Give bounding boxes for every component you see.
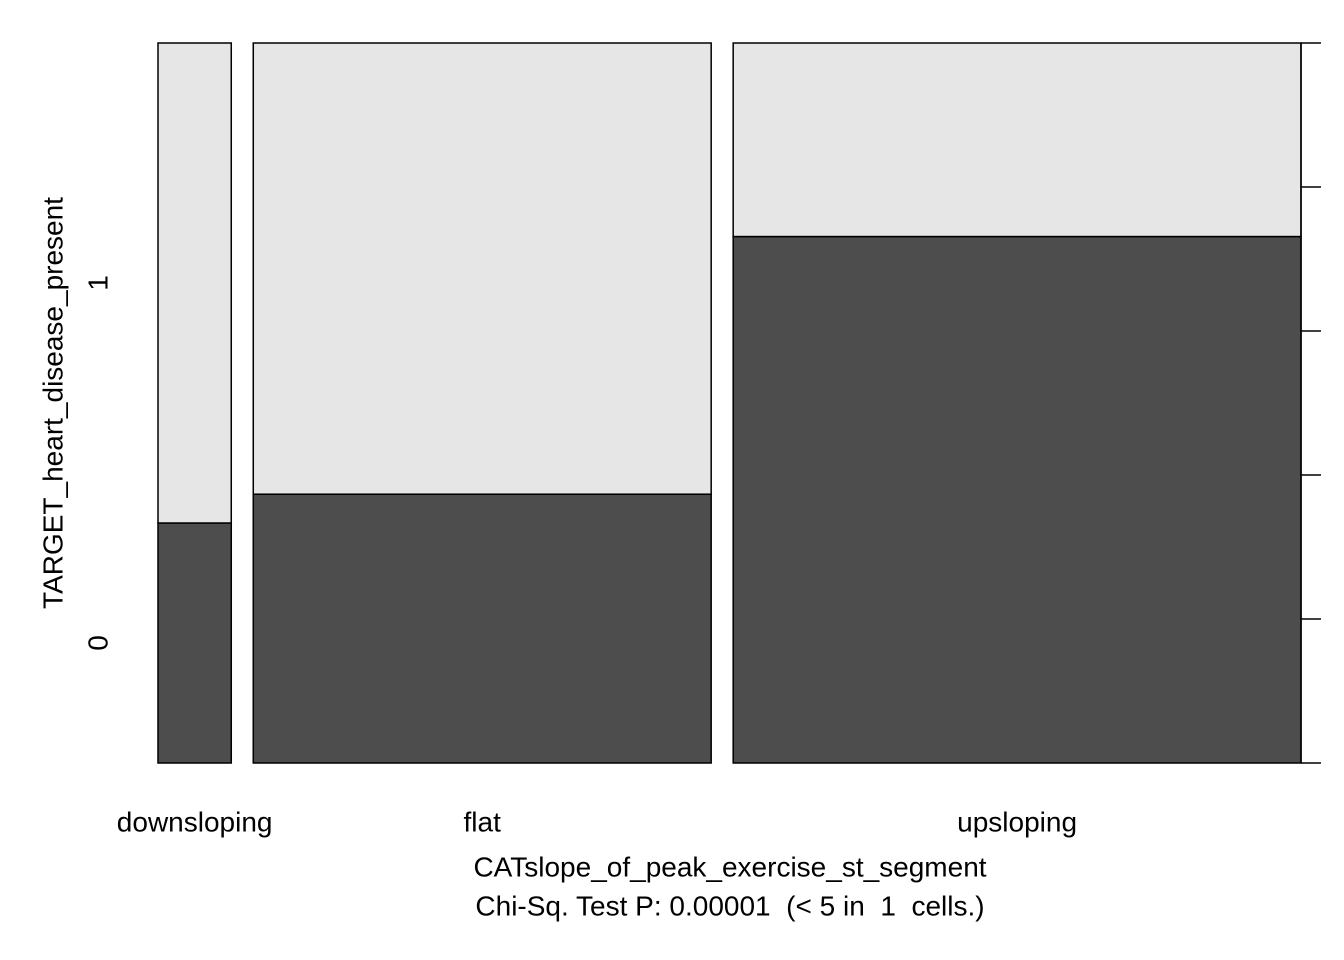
bar-segment	[157, 42, 233, 524]
x-tick-label: downsloping	[117, 806, 273, 837]
x-axis-title: CATslope_of_peak_exercise_st_segment	[473, 851, 986, 882]
y-axis-title: TARGET_heart_disease_present	[37, 197, 68, 609]
x-tick-label: flat	[464, 806, 502, 837]
y-tick-label: 0	[82, 635, 113, 651]
subtitle: Chi-Sq. Test P: 0.00001 (< 5 in 1 cells.…	[475, 890, 984, 921]
bar-segment	[732, 235, 1302, 764]
y-tick-label: 1	[82, 275, 113, 291]
bar-segment	[252, 42, 712, 495]
bar-segment	[157, 522, 233, 764]
bar-segment	[732, 42, 1302, 238]
bar-segment	[252, 493, 712, 764]
x-tick-label: upsloping	[957, 806, 1077, 837]
